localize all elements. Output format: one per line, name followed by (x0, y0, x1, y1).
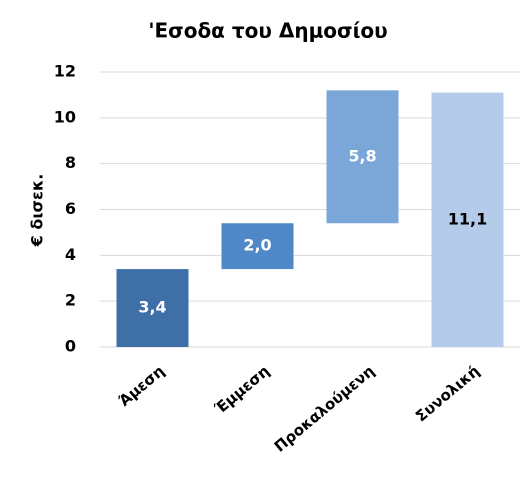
y-tick-label: 0 (65, 337, 76, 356)
bar (326, 90, 399, 224)
value-label: 2,0 (243, 236, 271, 255)
y-tick-label: 10 (54, 107, 76, 126)
bar (116, 269, 189, 347)
value-label: 3,4 (138, 298, 166, 317)
bar (431, 92, 504, 347)
y-tick-label: 4 (65, 245, 76, 264)
x-tick-label: Έμμεση (210, 362, 273, 419)
y-tick-label: 2 (65, 291, 76, 310)
x-tick-label: Συνολική (412, 362, 483, 426)
x-tick-label: Προκαλούμενη (271, 362, 378, 456)
chart-title: 'Εσοδα του Δημοσίου (148, 19, 387, 43)
x-tick-label: Άμεση (115, 362, 168, 410)
value-label: 11,1 (448, 209, 487, 228)
y-tick-label: 6 (65, 199, 76, 218)
y-tick-label: 8 (65, 153, 76, 172)
y-tick-label: 12 (54, 62, 76, 81)
y-axis-label: € δισεκ. (28, 174, 47, 248)
bar (221, 223, 294, 270)
value-label: 5,8 (348, 146, 376, 165)
